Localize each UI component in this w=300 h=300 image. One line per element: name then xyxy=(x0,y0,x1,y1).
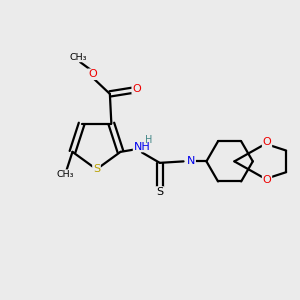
Text: S: S xyxy=(156,187,163,197)
Text: CH₃: CH₃ xyxy=(69,52,86,62)
Text: NH: NH xyxy=(134,142,150,152)
Text: CH₃: CH₃ xyxy=(57,170,74,179)
Text: S: S xyxy=(93,164,100,174)
Text: O: O xyxy=(88,69,97,79)
Text: O: O xyxy=(262,137,272,147)
Text: H: H xyxy=(145,135,152,145)
Text: N: N xyxy=(187,156,195,167)
Text: O: O xyxy=(132,84,141,94)
Text: O: O xyxy=(262,176,272,185)
